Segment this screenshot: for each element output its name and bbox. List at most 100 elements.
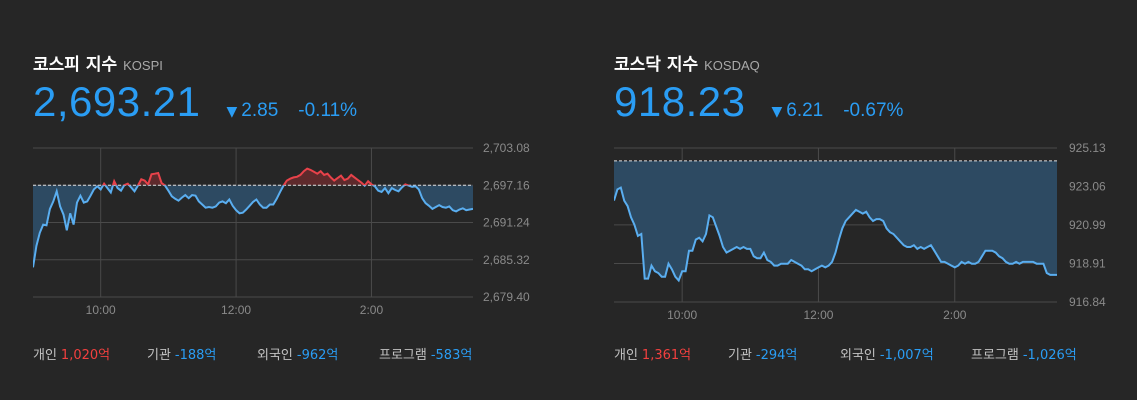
data-point bbox=[43, 224, 44, 225]
data-point bbox=[866, 211, 867, 212]
data-point bbox=[432, 208, 433, 209]
data-point bbox=[290, 178, 291, 179]
kosdaq-change-amount: 6.21 bbox=[786, 100, 824, 121]
data-point bbox=[883, 220, 884, 221]
data-point bbox=[889, 232, 890, 233]
data-point bbox=[903, 245, 904, 246]
investor-value: -962억 bbox=[296, 348, 339, 363]
x-tick-label: 2:00 bbox=[943, 308, 967, 322]
data-point bbox=[978, 261, 979, 262]
data-point bbox=[418, 189, 419, 190]
data-point bbox=[354, 177, 355, 178]
data-point bbox=[384, 188, 385, 189]
series-line-below bbox=[614, 186, 1057, 283]
data-point bbox=[127, 183, 128, 184]
kospi-title[interactable]: 코스피 지수 bbox=[33, 55, 118, 75]
data-point bbox=[815, 269, 816, 270]
data-point bbox=[391, 188, 392, 189]
data-point bbox=[722, 246, 723, 247]
kosdaq-chart[interactable]: 925.13 923.06 920.99 918.91 916.84 10:00 12:00… bbox=[614, 140, 1134, 322]
data-point bbox=[981, 256, 982, 257]
data-point bbox=[1046, 272, 1047, 273]
data-point bbox=[171, 196, 172, 197]
data-point bbox=[859, 211, 860, 212]
data-point bbox=[76, 202, 77, 203]
data-point bbox=[327, 173, 328, 174]
data-point bbox=[716, 226, 717, 227]
data-point bbox=[842, 228, 843, 229]
kospi-chart[interactable]: 2,703.08 2,697.16 2,691.24 2,685.32 2,679.40… bbox=[33, 140, 553, 320]
kosdaq-investors: 개인 1,361억 기관 -294억 외국인 -1,007억 프로그램 -1,026억 bbox=[614, 344, 1077, 363]
investor-label: 외국인 bbox=[257, 348, 293, 363]
data-point bbox=[212, 207, 213, 208]
data-point bbox=[90, 195, 91, 196]
data-point bbox=[462, 208, 463, 209]
data-point bbox=[158, 172, 159, 173]
data-point bbox=[838, 239, 839, 240]
investor-value: -583억 bbox=[430, 348, 473, 363]
kospi-panel: 코스피 지수 KOSPI 2,693.21 ▼ 2.85 -0.11% 2,703… bbox=[33, 0, 553, 400]
data-point bbox=[242, 212, 243, 213]
data-point bbox=[951, 265, 952, 266]
data-point bbox=[137, 185, 138, 186]
data-point bbox=[388, 193, 389, 194]
data-point bbox=[168, 190, 169, 191]
data-point bbox=[675, 276, 676, 277]
investor-program: 프로그램 -583억 bbox=[379, 344, 472, 363]
kosdaq-title[interactable]: 코스닥 지수 bbox=[614, 55, 699, 75]
data-point bbox=[219, 202, 220, 203]
series-area-below bbox=[33, 185, 473, 268]
data-point bbox=[401, 187, 402, 188]
data-point bbox=[239, 213, 240, 214]
data-point bbox=[428, 205, 429, 206]
data-point bbox=[452, 210, 453, 211]
y-tick-label: 923.06 bbox=[1069, 179, 1106, 193]
investor-value: -1,026억 bbox=[1022, 348, 1077, 363]
data-point bbox=[53, 201, 54, 202]
data-point bbox=[985, 250, 986, 251]
data-point bbox=[215, 206, 216, 207]
data-point bbox=[351, 174, 352, 175]
data-point bbox=[104, 183, 105, 184]
data-point bbox=[637, 235, 638, 236]
data-point bbox=[852, 213, 853, 214]
data-point bbox=[73, 224, 74, 225]
data-point bbox=[736, 246, 737, 247]
data-point bbox=[252, 201, 253, 202]
data-point bbox=[992, 250, 993, 251]
data-point bbox=[941, 261, 942, 262]
data-point bbox=[148, 184, 149, 185]
data-point bbox=[70, 213, 71, 214]
investor-label: 개인 bbox=[33, 348, 57, 363]
data-point bbox=[60, 206, 61, 207]
data-point bbox=[692, 250, 693, 251]
data-point bbox=[249, 205, 250, 206]
data-point bbox=[617, 189, 618, 190]
x-tick-label: 12:00 bbox=[803, 308, 833, 322]
kospi-index-value: 2,693.21 bbox=[33, 78, 201, 125]
data-point bbox=[330, 177, 331, 178]
data-point bbox=[784, 263, 785, 264]
data-point bbox=[999, 256, 1000, 257]
data-point bbox=[63, 214, 64, 215]
data-point bbox=[66, 230, 67, 231]
data-point bbox=[1002, 258, 1003, 259]
investor-foreign: 외국인 -962억 bbox=[257, 344, 379, 363]
data-point bbox=[1043, 263, 1044, 264]
data-point bbox=[1005, 261, 1006, 262]
investor-label: 기관 bbox=[728, 348, 752, 363]
data-point bbox=[93, 189, 94, 190]
data-point bbox=[408, 185, 409, 186]
data-point bbox=[296, 176, 297, 177]
data-point bbox=[975, 263, 976, 264]
kospi-investors: 개인 1,020억 기관 -188억 외국인 -962억 프로그램 -583억 bbox=[33, 344, 472, 363]
data-point bbox=[334, 180, 335, 181]
data-point bbox=[456, 211, 457, 212]
data-point bbox=[777, 265, 778, 266]
kospi-change-percent: -0.11% bbox=[298, 100, 358, 121]
data-point bbox=[729, 250, 730, 251]
data-point bbox=[627, 206, 628, 207]
data-point bbox=[405, 184, 406, 185]
data-point bbox=[930, 245, 931, 246]
investor-program: 프로그램 -1,026억 bbox=[971, 344, 1077, 363]
